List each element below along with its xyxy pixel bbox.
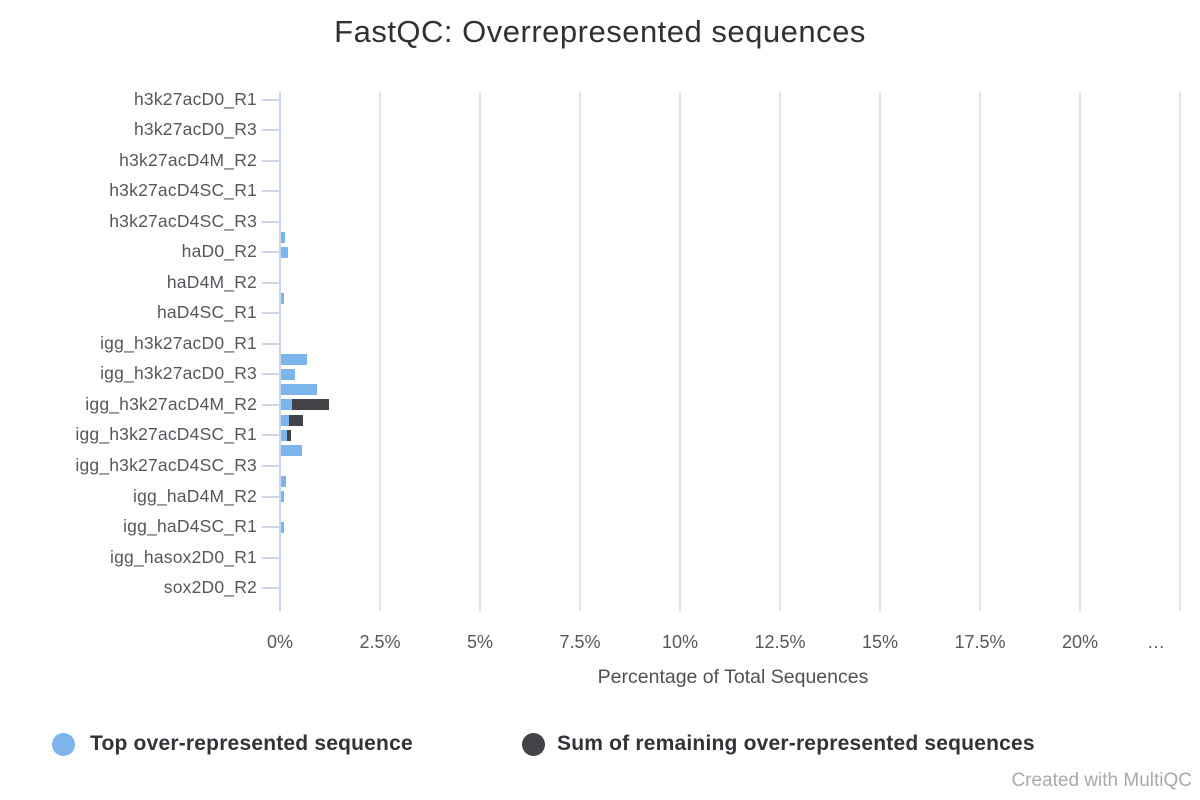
y-axis-tick xyxy=(262,403,279,406)
x-axis-title: Percentage of Total Sequences xyxy=(597,666,869,688)
x-tick-label: 5% xyxy=(466,632,493,652)
y-tick-label: igg_h3k27acD4SC_R1 xyxy=(75,424,257,445)
bar-remaining-sequences[interactable] xyxy=(292,399,329,411)
x-tick-label: 10% xyxy=(661,632,699,652)
y-tick-label: igg_h3k27acD0_R1 xyxy=(100,332,257,353)
y-axis-tick xyxy=(262,251,279,254)
y-axis-tick xyxy=(262,495,279,498)
gridline xyxy=(579,92,581,611)
x-tick-label: 17.5% xyxy=(954,632,1006,652)
y-axis-tick xyxy=(262,312,279,315)
bar-top-sequence[interactable] xyxy=(281,368,295,380)
gridline xyxy=(379,92,381,611)
y-tick-label: haD4SC_R1 xyxy=(156,302,257,323)
bar-top-sequence[interactable] xyxy=(281,292,284,304)
y-axis-tick xyxy=(262,373,279,376)
legend: Top over-represented sequence Sum of rem… xyxy=(0,728,1200,762)
y-tick-label: h3k27acD0_R1 xyxy=(133,88,257,109)
bar-top-sequence[interactable] xyxy=(281,445,302,457)
legend-label-top-sequence[interactable]: Top over-represented sequence xyxy=(90,732,413,755)
gridline xyxy=(1079,92,1081,611)
chart-title: FastQC: Overrepresented sequences xyxy=(334,14,866,49)
y-axis-tick xyxy=(262,220,279,223)
x-tick-label: 20% xyxy=(1061,632,1099,652)
bar-top-sequence[interactable] xyxy=(281,399,293,411)
gridline xyxy=(779,92,781,611)
bar-top-sequence[interactable] xyxy=(281,384,317,396)
x-tick-label: 12.5% xyxy=(754,632,806,652)
legend-label-remaining-sequences[interactable]: Sum of remaining over-represented sequen… xyxy=(557,732,1035,755)
x-tick-label: 0% xyxy=(266,632,293,652)
bar-remaining-sequences[interactable] xyxy=(288,414,303,426)
bar-top-sequence[interactable] xyxy=(281,414,289,426)
x-tick-label: … xyxy=(1147,632,1165,652)
y-axis-tick xyxy=(262,587,279,590)
legend-marker-top-icon[interactable] xyxy=(52,733,75,756)
gridline xyxy=(479,92,481,611)
y-axis-tick xyxy=(262,464,279,467)
bar-top-sequence[interactable] xyxy=(281,246,289,258)
legend-marker-remaining-icon[interactable] xyxy=(522,733,545,756)
y-tick-label: igg_h3k27acD4M_R2 xyxy=(85,393,257,414)
bar-top-sequence[interactable] xyxy=(281,491,284,502)
y-axis-tick xyxy=(262,434,279,437)
y-tick-label: h3k27acD4SC_R3 xyxy=(109,210,257,231)
y-tick-label: igg_haD4M_R2 xyxy=(132,485,257,506)
created-with-multiqc-watermark: Created with MultiQC xyxy=(1011,770,1192,791)
x-tick-label: 15% xyxy=(861,632,899,652)
bar-remaining-sequences[interactable] xyxy=(287,429,291,441)
bar-top-sequence[interactable] xyxy=(281,475,287,487)
y-axis-tick xyxy=(262,98,279,101)
gridline xyxy=(1179,92,1181,611)
y-axis-tick xyxy=(262,526,279,529)
gridline xyxy=(979,92,981,611)
y-axis-line xyxy=(279,92,281,611)
y-tick-label: haD4M_R2 xyxy=(166,271,257,292)
y-axis-tick xyxy=(262,556,279,559)
y-tick-label: sox2D0_R2 xyxy=(163,577,257,598)
y-tick-label: h3k27acD4SC_R1 xyxy=(109,180,257,201)
y-tick-label: haD0_R2 xyxy=(181,241,257,262)
bar-top-sequence[interactable] xyxy=(281,429,287,441)
bar-top-sequence[interactable] xyxy=(281,521,285,533)
y-tick-label: igg_h3k27acD0_R3 xyxy=(100,363,257,384)
x-tick-label: 2.5% xyxy=(359,632,401,652)
y-tick-label: igg_haD4SC_R1 xyxy=(123,516,257,537)
x-tick-label: 7.5% xyxy=(559,632,601,652)
gridline xyxy=(679,92,681,611)
y-tick-label: h3k27acD4M_R2 xyxy=(119,149,257,170)
bar-top-sequence[interactable] xyxy=(281,353,307,365)
y-tick-label: h3k27acD0_R3 xyxy=(133,119,257,140)
gridline xyxy=(879,92,881,611)
y-axis-tick xyxy=(262,159,279,162)
y-axis-tick xyxy=(262,129,279,132)
y-axis-tick xyxy=(262,281,279,284)
bar-top-sequence[interactable] xyxy=(281,231,285,243)
y-axis-tick xyxy=(262,190,279,193)
y-axis-tick xyxy=(262,342,279,345)
y-tick-label: igg_h3k27acD4SC_R3 xyxy=(75,454,257,475)
y-tick-label: igg_hasox2D0_R1 xyxy=(110,546,257,567)
